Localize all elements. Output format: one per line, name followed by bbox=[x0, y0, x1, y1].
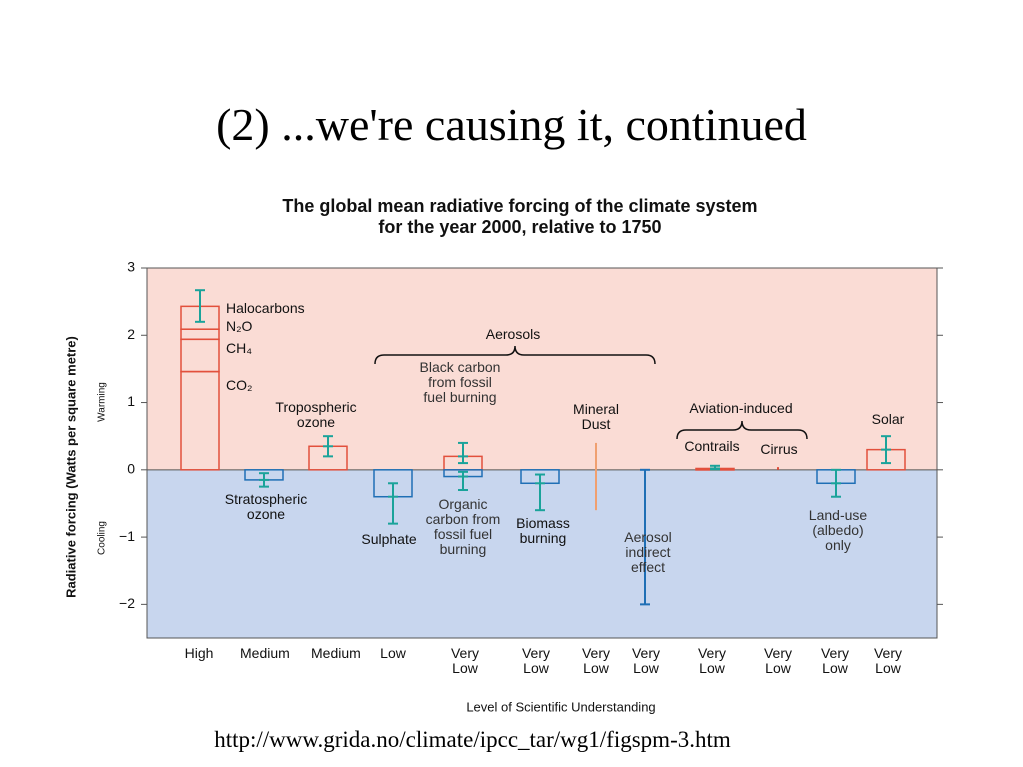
bar-label: Land-use (albedo) only bbox=[808, 507, 868, 553]
chart-title: The global mean radiative forcing of the… bbox=[0, 196, 1023, 238]
bar-label: Tropospheric ozone bbox=[275, 399, 357, 430]
y-tick-label: 3 bbox=[127, 259, 135, 275]
bar-label: Aerosol indirect effect bbox=[624, 529, 672, 575]
bracket bbox=[676, 420, 808, 440]
warming-area bbox=[147, 268, 937, 470]
cooling-area bbox=[147, 469, 937, 638]
footer-link: http://www.grida.no/climate/ipcc_tar/wg1… bbox=[214, 727, 731, 752]
stack-label: N₂O bbox=[226, 318, 253, 334]
x-tick-label: Low bbox=[380, 645, 406, 661]
bar-label: Mineral Dust bbox=[573, 401, 619, 432]
y-tick-label: 0 bbox=[127, 461, 135, 477]
x-tick-label: Medium bbox=[311, 645, 361, 661]
bar-label: Biomass burning bbox=[516, 515, 570, 546]
x-tick-label: Very Low bbox=[873, 645, 902, 676]
cooling-label: Cooling bbox=[97, 521, 108, 555]
chart-title-line: The global mean radiative forcing of the… bbox=[282, 196, 758, 216]
y-tick-label: 2 bbox=[127, 326, 135, 342]
bar-label: Sulphate bbox=[361, 531, 417, 547]
x-tick-label: Medium bbox=[240, 645, 290, 661]
chart-title-line: for the year 2000, relative to 1750 bbox=[378, 217, 662, 237]
x-tick-label: Very Low bbox=[763, 645, 792, 676]
bracket bbox=[374, 345, 656, 365]
y-tick-label: −2 bbox=[119, 595, 135, 611]
y-tick-label: 1 bbox=[127, 393, 135, 409]
stack-label: CO₂ bbox=[226, 377, 253, 393]
bar-label: Stratospheric ozone bbox=[224, 491, 308, 522]
bar-label: Organic carbon from fossil fuel burning bbox=[425, 496, 501, 557]
x-tick-label: Very Low bbox=[581, 645, 610, 676]
bar-label: Black carbon from fossil fuel burning bbox=[419, 359, 501, 405]
bar-label: Cirrus bbox=[760, 441, 798, 457]
bar-label: Contrails bbox=[684, 438, 740, 454]
bar-label: Solar bbox=[871, 411, 905, 427]
x-axis-label: Level of Scientific Understanding bbox=[466, 699, 655, 714]
x-tick-label: Very Low bbox=[631, 645, 660, 676]
stack-label: Halocarbons bbox=[226, 300, 305, 316]
x-tick-label: High bbox=[184, 645, 214, 661]
stack-label: CH₄ bbox=[226, 340, 252, 356]
x-tick-label: Very Low bbox=[820, 645, 849, 676]
y-axis-label: Radiative forcing (Watts per square metr… bbox=[63, 336, 78, 598]
x-tick-label: Very Low bbox=[697, 645, 726, 676]
y-tick-label: −1 bbox=[119, 528, 135, 544]
x-tick-label: Very Low bbox=[450, 645, 479, 676]
warming-label: Warming bbox=[97, 382, 108, 422]
bracket-label: Aerosols bbox=[485, 326, 541, 342]
x-tick-label: Very Low bbox=[521, 645, 550, 676]
bracket-label: Aviation-induced bbox=[689, 400, 793, 416]
slide-title: (2) ...we're causing it, continued bbox=[216, 99, 807, 150]
plot-frame bbox=[146, 267, 938, 639]
